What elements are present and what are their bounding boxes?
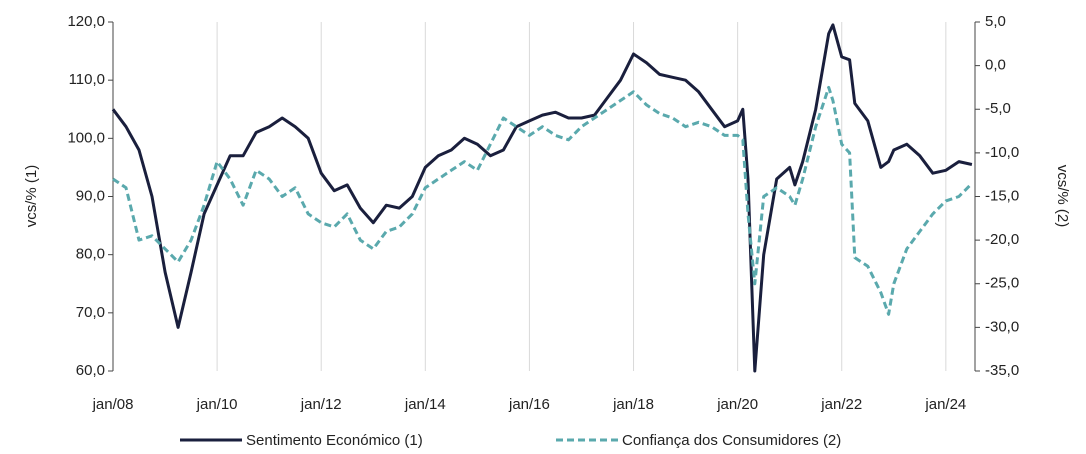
y2-tick-label: -15,0 [985,187,1019,204]
y2-tick-label: 5,0 [985,13,1006,30]
x-tick-label: jan/20 [716,396,758,413]
y2-tick-label: 0,0 [985,57,1006,74]
legend-label: Sentimento Económico (1) [246,432,423,449]
y-tick-label: 90,0 [76,187,105,204]
x-tick-label: jan/08 [92,396,134,413]
x-tick-label: jan/16 [508,396,550,413]
y-tick-label: 100,0 [67,129,105,146]
legend-label: Confiança dos Consumidores (2) [622,432,841,449]
y-tick-label: 110,0 [69,71,105,88]
y-tick-label: 120,0 [67,13,105,30]
y2-tick-label: -30,0 [985,318,1019,335]
x-tick-label: jan/18 [612,396,654,413]
x-tick-label: jan/14 [404,396,446,413]
y-tick-label: 60,0 [76,362,105,379]
y-tick-label: 70,0 [76,304,105,321]
y2-tick-label: -35,0 [985,362,1019,379]
x-tick-label: jan/22 [820,396,862,413]
y2-tick-label: -20,0 [985,231,1019,248]
y2-tick-label: -10,0 [985,144,1019,161]
y-tick-label: 80,0 [76,246,105,263]
y2-tick-label: -5,0 [985,100,1011,117]
x-tick-label: jan/12 [300,396,342,413]
series-line [111,23,973,373]
y2-axis-title: vcs/% (2) [1054,165,1071,228]
x-tick-label: jan/24 [924,396,966,413]
y-axis-title: vcs/% (1) [23,165,40,228]
series-line [112,85,973,316]
x-tick-label: jan/10 [196,396,238,413]
y2-tick-label: -25,0 [985,275,1019,292]
